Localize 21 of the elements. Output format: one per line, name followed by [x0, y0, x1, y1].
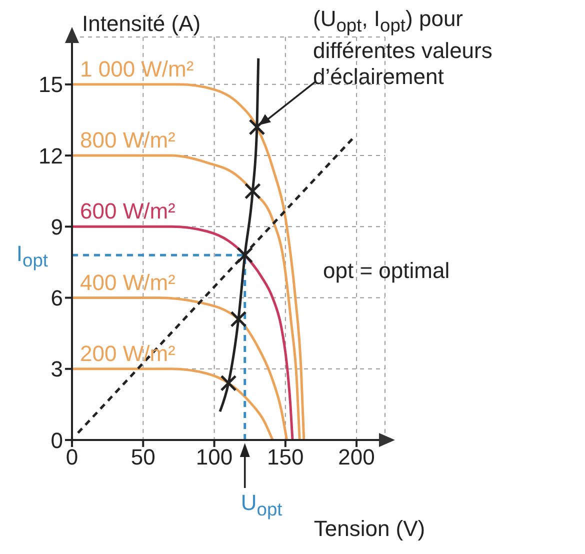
x-axis-title: Tension (V)	[314, 516, 426, 542]
x-tick-label: 100	[196, 444, 233, 470]
y-axis-title: Intensité (A)	[82, 11, 201, 37]
y-tick-label: 12	[38, 143, 63, 168]
series-label: 1 000 W/m²	[80, 56, 194, 82]
x-tick-label: 50	[130, 444, 156, 470]
annotation: I$_{opt}$	[15, 241, 48, 272]
y-tick-label: 3	[50, 356, 63, 382]
series-label: 200 W/m²	[80, 340, 176, 366]
annotation: opt = optimal	[323, 258, 450, 284]
x-tick-label: 150	[267, 444, 304, 470]
annotation: (U$_{opt}$, I$_{opt}$) pour différentes valeurs d’éclairement	[313, 6, 494, 90]
y-tick-label: 0	[50, 428, 63, 453]
annotation: U$_{opt}$	[240, 490, 282, 522]
series-label: 400 W/m²	[80, 270, 176, 295]
y-tick-label: 9	[50, 214, 63, 240]
x-tick-label: 200	[338, 444, 375, 470]
series-label: 800 W/m²	[80, 128, 176, 153]
y-tick-label: 15	[38, 72, 63, 98]
y-tick-label: 6	[50, 286, 63, 311]
series-label: 600 W/m²	[80, 198, 176, 224]
